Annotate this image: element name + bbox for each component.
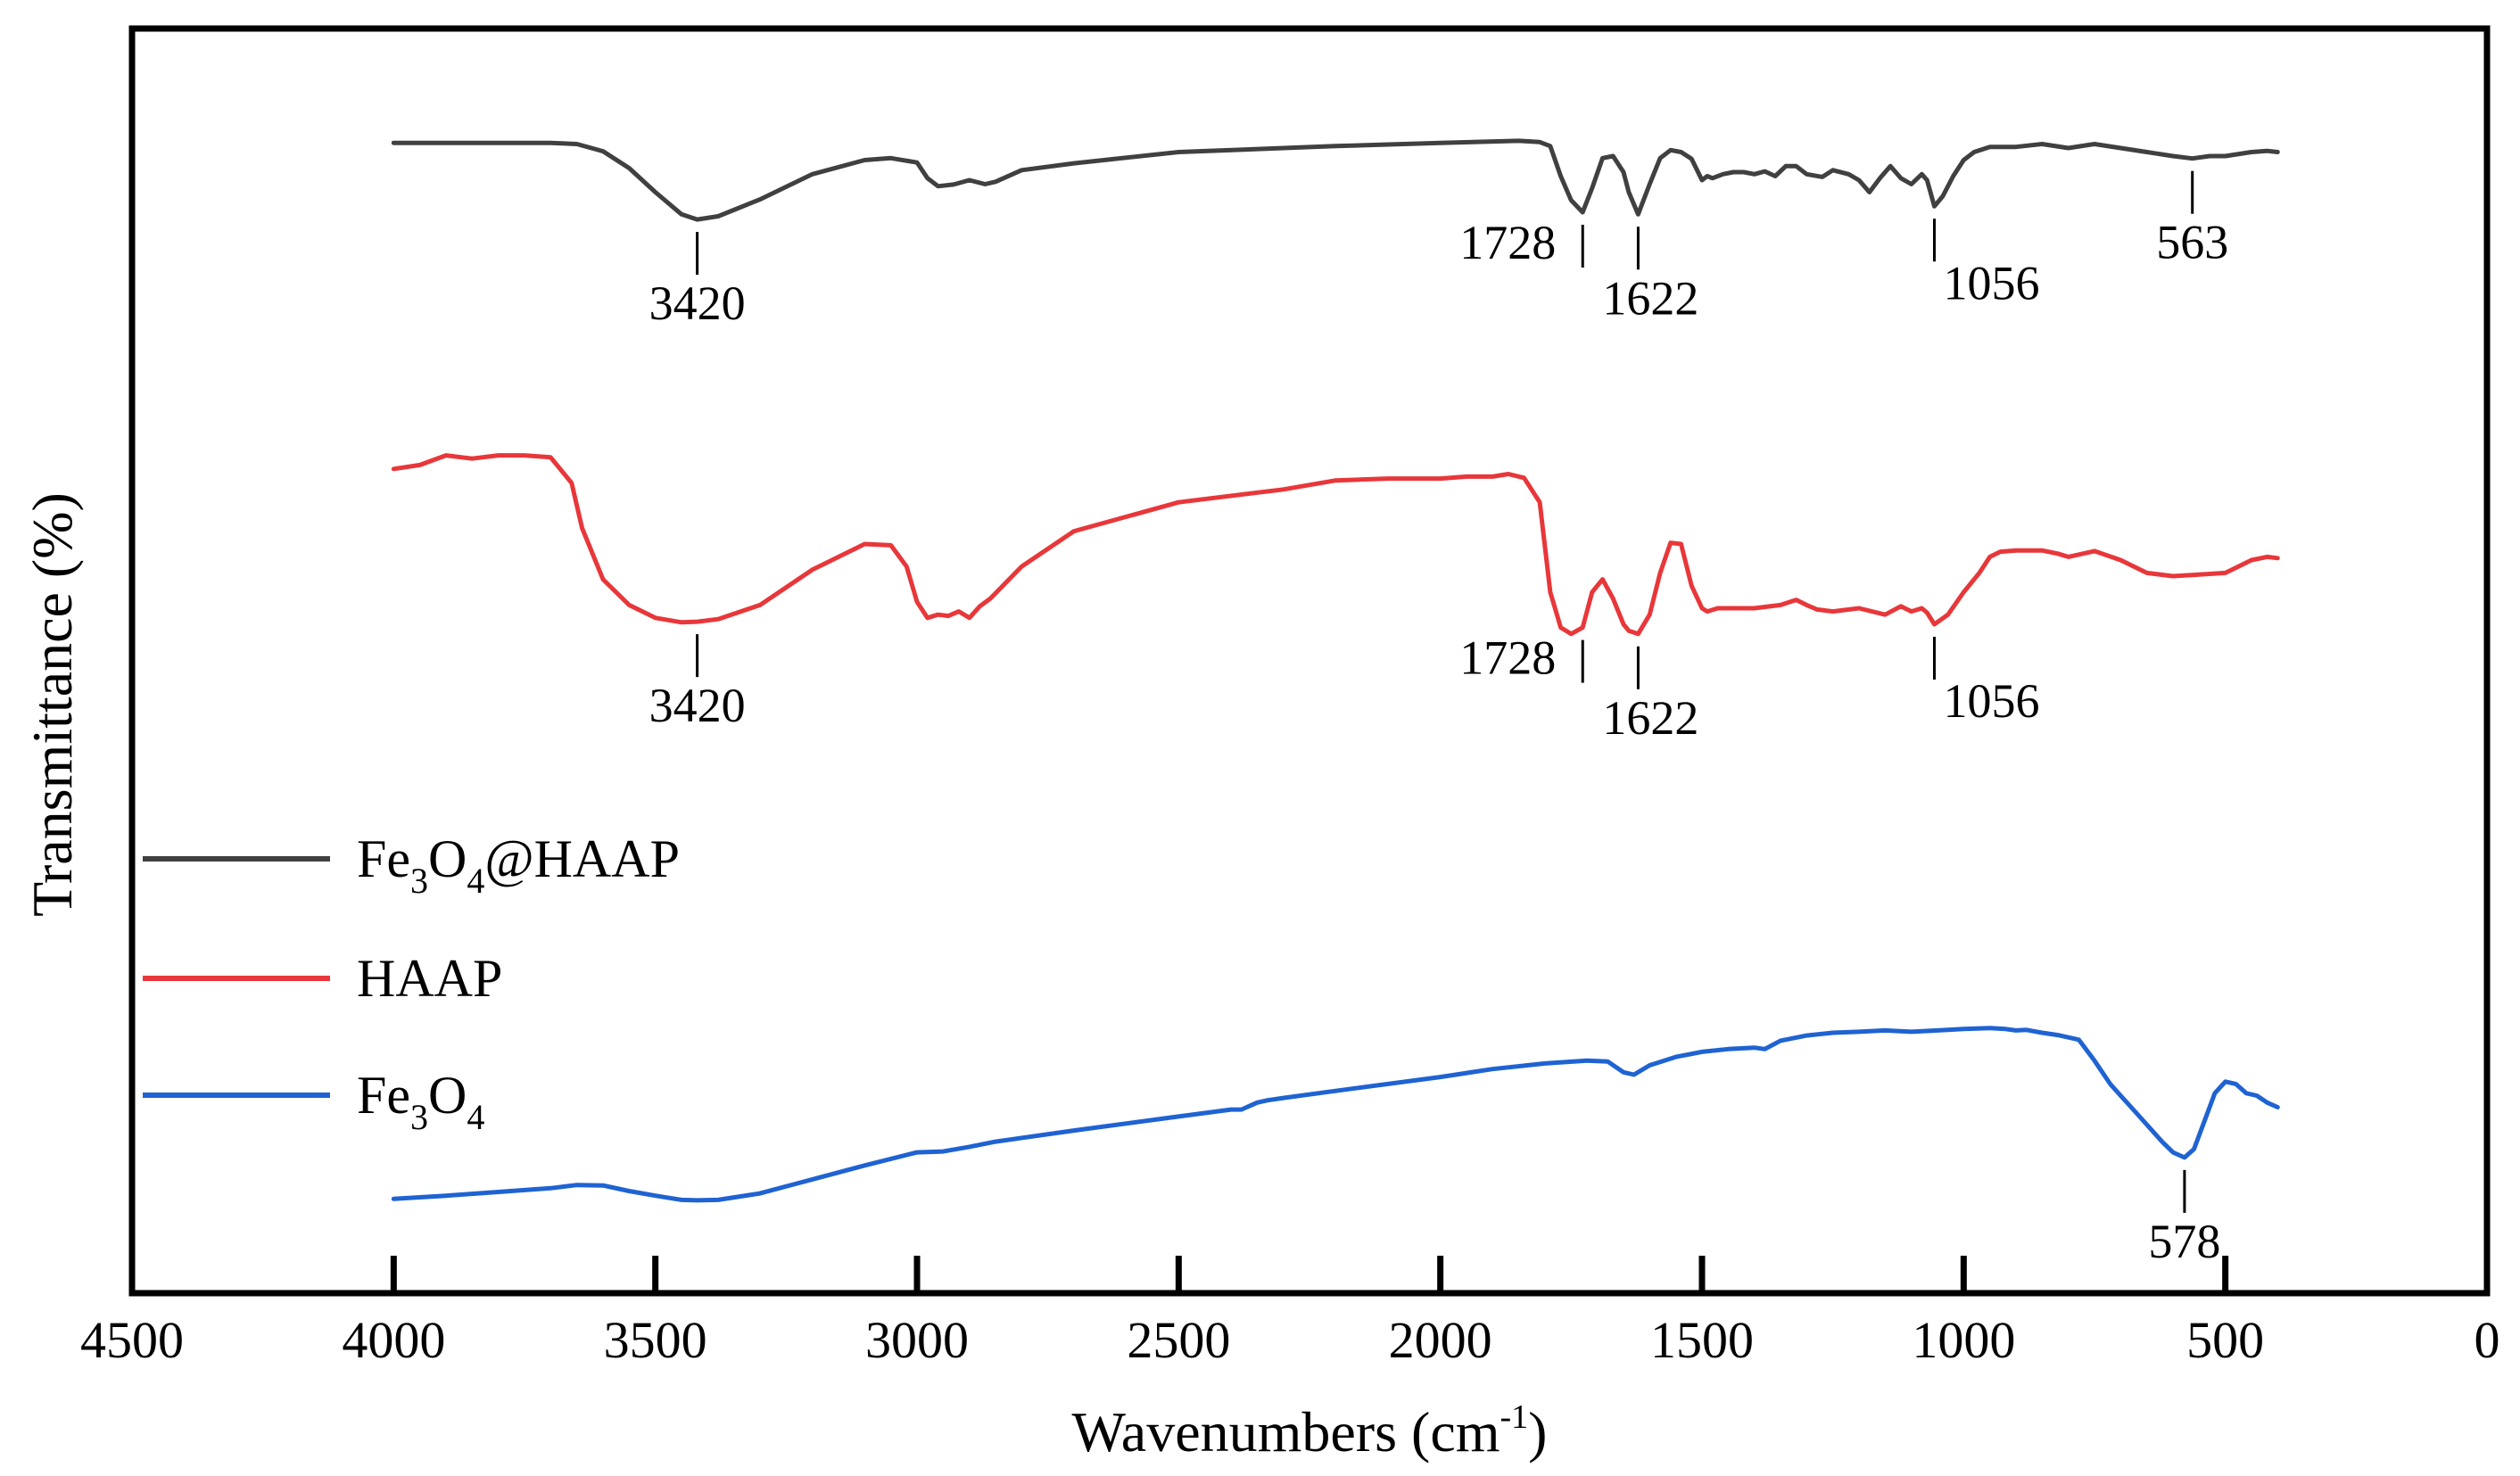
series-group [391, 138, 2280, 1203]
peak-label: 1728 [1459, 216, 1556, 269]
legend-label: HAAP [357, 949, 502, 1008]
peak-label: 563 [2156, 216, 2228, 269]
peak-label: 578 [2148, 1215, 2220, 1268]
y-axis-label: Transmittance (%) [21, 492, 84, 917]
x-axis-label: Wavenumbers (cm-1) [1072, 1398, 1548, 1464]
x-tick-label: 4500 [80, 1311, 184, 1369]
x-tick-label: 1500 [1650, 1311, 1754, 1369]
x-tick-label: 3500 [604, 1311, 707, 1369]
peak-label: 1728 [1459, 631, 1556, 685]
x-tick-label: 0 [2475, 1311, 2500, 1369]
peak-label: 1056 [1943, 674, 2039, 728]
peak-label: 3420 [649, 679, 746, 732]
series-line-1 [391, 453, 2280, 637]
series-line-2 [391, 1026, 2280, 1203]
series-line-0 [391, 138, 2280, 222]
peak-label: 1056 [1943, 256, 2039, 309]
peak-label: 1622 [1602, 691, 1698, 745]
x-tick-label: 3000 [865, 1311, 969, 1369]
legend-label: Fe3O4@HAAP [357, 829, 680, 901]
legend-label: Fe3O4 [357, 1066, 484, 1137]
peak-label: 1622 [1602, 271, 1698, 325]
x-tick-label: 4000 [342, 1311, 445, 1369]
peak-annotations: 3420 1728 1622 1056 563 3420 1728 1622 1056 578 [649, 170, 2228, 1268]
plot-frame [128, 25, 2491, 1297]
x-axis-ticks: 4500 4000 3500 3000 2500 2000 1500 1000 500 0 [80, 1256, 2500, 1369]
x-tick-label: 2000 [1389, 1311, 1492, 1369]
peak-label: 3420 [649, 276, 746, 330]
legend: Fe3O4@HAAP HAAP Fe3O4 [143, 829, 680, 1137]
x-tick-label: 1000 [1912, 1311, 2015, 1369]
x-tick-label: 500 [2186, 1311, 2264, 1369]
x-tick-label: 2500 [1127, 1311, 1230, 1369]
